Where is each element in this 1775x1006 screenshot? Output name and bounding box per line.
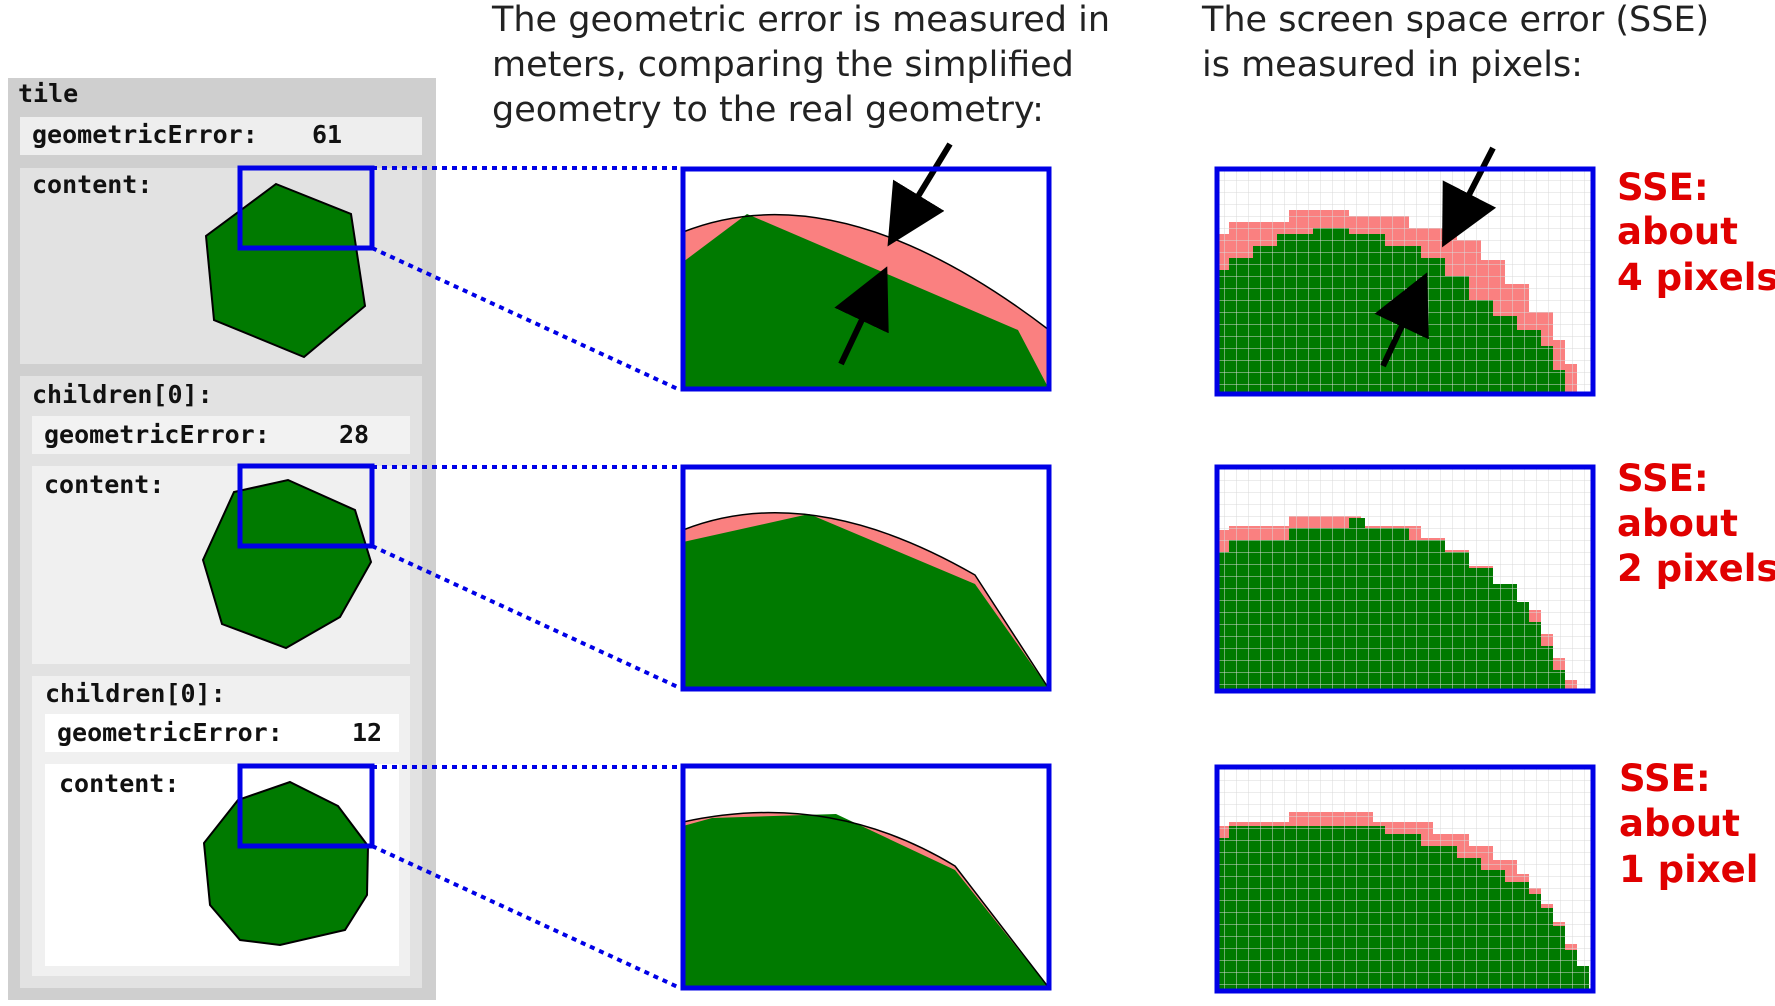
child-2-label: children[0]: <box>45 679 226 708</box>
sse-label-2-line-2: about <box>1617 502 1738 545</box>
child-1-geometric-error-value: 28 <box>339 420 369 449</box>
sse-label-3-line-1: SSE: <box>1619 757 1711 800</box>
pixel-grid-1-arrow-up <box>1374 272 1429 368</box>
pixel-grid-2-lines <box>1217 467 1593 691</box>
zoom-panel-2 <box>680 464 1052 692</box>
zoom-connectors <box>371 166 681 990</box>
sse-heading: The screen space error (SSE) is measured… <box>1201 0 1709 85</box>
child-1-octagon <box>201 478 373 650</box>
zoom-panel-1-arrow-up <box>834 266 889 366</box>
sse-label-1-line-2: about <box>1617 210 1738 253</box>
child-2-decagon <box>202 780 370 947</box>
pixel-grid-1 <box>1214 146 1596 397</box>
zoom-panel-1 <box>680 142 1052 392</box>
child-1-content-label: content: <box>44 470 164 499</box>
zoom-panel-1-frame <box>680 166 1052 392</box>
tile-geometric-error-label: geometricError: <box>32 120 258 149</box>
sse-label-1-line-3: 4 pixels <box>1617 256 1775 299</box>
sse-label-1: SSE: about 4 pixels <box>1617 166 1775 299</box>
tile-highlight-box <box>237 165 375 251</box>
child-1-geometric-error-label: geometricError: <box>44 420 270 449</box>
child-1-geometric-error-box <box>32 416 410 454</box>
tile-label: tile <box>18 79 78 108</box>
child-2-highlight-box <box>237 763 375 849</box>
connector-child-1-bottom <box>371 544 681 690</box>
tile-content-label: content: <box>32 170 152 199</box>
sse-label-3: SSE: about 1 pixel <box>1619 757 1758 891</box>
zoom-panel-3-mesh <box>683 814 1049 988</box>
zoom-panel-3-real-curve <box>682 811 1050 989</box>
sse-label-3-line-2: about <box>1619 802 1740 845</box>
zoom-panel-2-frame <box>680 464 1052 692</box>
zoom-panel-1-real-curve <box>682 213 1050 331</box>
sse-label-1-line-1: SSE: <box>1617 166 1709 209</box>
pixel-grid-1-frame <box>1214 166 1596 397</box>
child-1-highlight-box <box>237 463 375 549</box>
geometric-error-heading-line-2: meters, comparing the simplified <box>492 45 1074 85</box>
geometric-error-heading: The geometric error is measured in meter… <box>491 0 1110 130</box>
child-2-content-label: content: <box>59 769 179 798</box>
child-2-geometric-error-box <box>45 714 399 752</box>
pixel-grid-1-arrow-down <box>1442 146 1497 248</box>
tile-geometric-error-value: 61 <box>312 120 342 149</box>
sse-heading-line-1: The screen space error (SSE) <box>1201 0 1709 40</box>
pixel-grid-2 <box>1214 464 1596 694</box>
child-2-geometric-error-label: geometricError: <box>57 718 283 747</box>
tile-geometric-error-box <box>20 117 422 155</box>
zoom-panel-1-arrow-down <box>887 142 953 247</box>
sse-label-2-line-1: SSE: <box>1617 457 1709 500</box>
pixel-grid-3 <box>1214 764 1596 994</box>
zoom-panel-3-frame <box>680 763 1052 991</box>
zoom-panel-3 <box>680 763 1052 991</box>
pixel-grid-1-lines <box>1217 169 1593 394</box>
child-1-label: children[0]: <box>32 380 213 409</box>
pixel-grid-3-lines <box>1217 767 1593 991</box>
zoom-panel-2-mesh <box>683 514 1049 689</box>
zoom-panel-2-real-curve <box>682 512 1050 690</box>
pixel-grid-2-frame <box>1214 464 1596 694</box>
geometric-error-heading-line-1: The geometric error is measured in <box>491 0 1110 40</box>
connector-tile-bottom <box>371 246 681 392</box>
sse-label-2-line-3: 2 pixels <box>1617 547 1775 590</box>
child-2-geometric-error-value: 12 <box>352 718 382 747</box>
sse-label-3-line-3: 1 pixel <box>1619 848 1758 891</box>
sse-label-2: SSE: about 2 pixels <box>1617 457 1775 590</box>
geometric-error-heading-line-3: geometry to the real geometry: <box>492 90 1044 130</box>
connector-child-2-bottom <box>371 844 681 990</box>
tile-heptagon <box>204 182 367 359</box>
sse-heading-line-2: is measured in pixels: <box>1202 45 1583 85</box>
pixel-grid-3-frame <box>1214 764 1596 994</box>
